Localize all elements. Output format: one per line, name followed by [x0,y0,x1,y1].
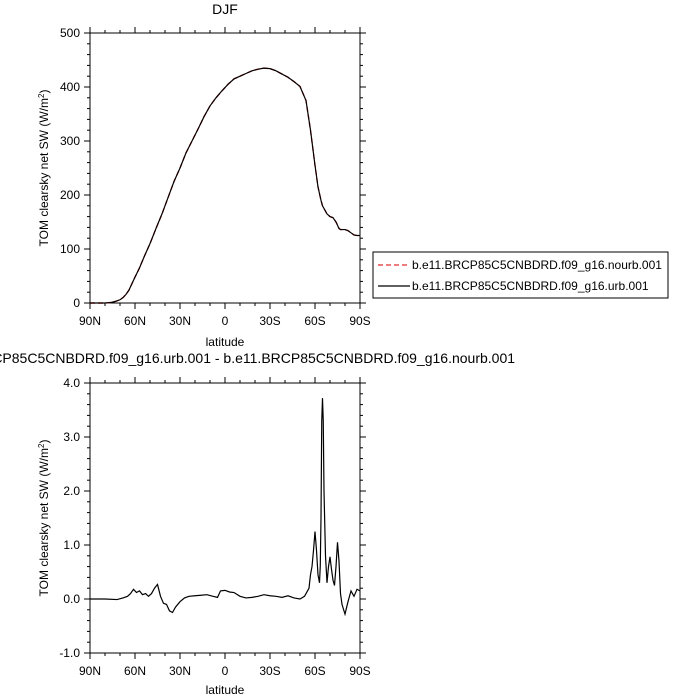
legend-label-1: b.e11.BRCP85C5CNBDRD.f09_g16.urb.001 [412,279,649,293]
series-line-0 [90,398,361,617]
series-line-0 [90,67,360,304]
x-tick-label: 30N [169,664,191,678]
x-tick-label: 30N [169,314,191,328]
y-axis-label: TOM clearsky net SW (W/m2) [37,90,52,247]
x-tick-label: 90S [349,664,370,678]
x-axis-label: latitude [206,683,245,697]
y-tick-label: 2.0 [63,484,80,498]
x-tick-label: 90S [349,314,370,328]
difference-chart-title: b.e11.BRCP85C5CNBDRD.f09_g16.urb.001 - b… [0,350,515,366]
plot-frame [89,382,361,654]
y-tick-label: 400 [60,80,80,94]
y-tick-label: 4.0 [63,376,80,390]
x-tick-label: 30S [259,664,280,678]
plot-frame [89,32,361,304]
y-tick-label: 3.0 [63,430,80,444]
legend-label-0: b.e11.BRCP85C5CNBDRD.f09_g16.nourb.001 [412,258,662,272]
y-tick-label: -1.0 [59,646,80,660]
x-tick-label: 60N [124,314,146,328]
y-tick-label: 0.0 [63,592,80,606]
legend-box [372,251,669,299]
bottom-chart-panel: b.e11.BRCP85C5CNBDRD.f09_g16.urb.001 - b… [0,350,515,697]
x-tick-label: 30S [259,314,280,328]
legend: b.e11.BRCP85C5CNBDRD.f09_g16.nourb.001 b.… [372,251,669,299]
x-tick-label: 60S [304,314,325,328]
x-axis-label: latitude [206,335,245,349]
y-tick-label: 200 [60,188,80,202]
y-tick-label: 100 [60,242,80,256]
x-tick-label: 60S [304,664,325,678]
x-tick-label: 0 [222,664,229,678]
chart-title: DJF [212,1,238,17]
y-tick-label: 500 [60,26,80,40]
x-tick-label: 0 [222,314,229,328]
x-tick-label: 90N [79,314,101,328]
y-tick-label: 0 [73,296,80,310]
y-tick-label: 300 [60,134,80,148]
x-tick-label: 90N [79,664,101,678]
x-tick-label: 60N [124,664,146,678]
series-line-1 [90,67,360,304]
top-chart-panel: DJF 90N 60N 30N 0 30S 60S 90S0100200300400500 … [37,1,371,349]
y-tick-label: 1.0 [63,538,80,552]
y-axis-label: TOM clearsky net SW (W/m2) [37,440,52,597]
